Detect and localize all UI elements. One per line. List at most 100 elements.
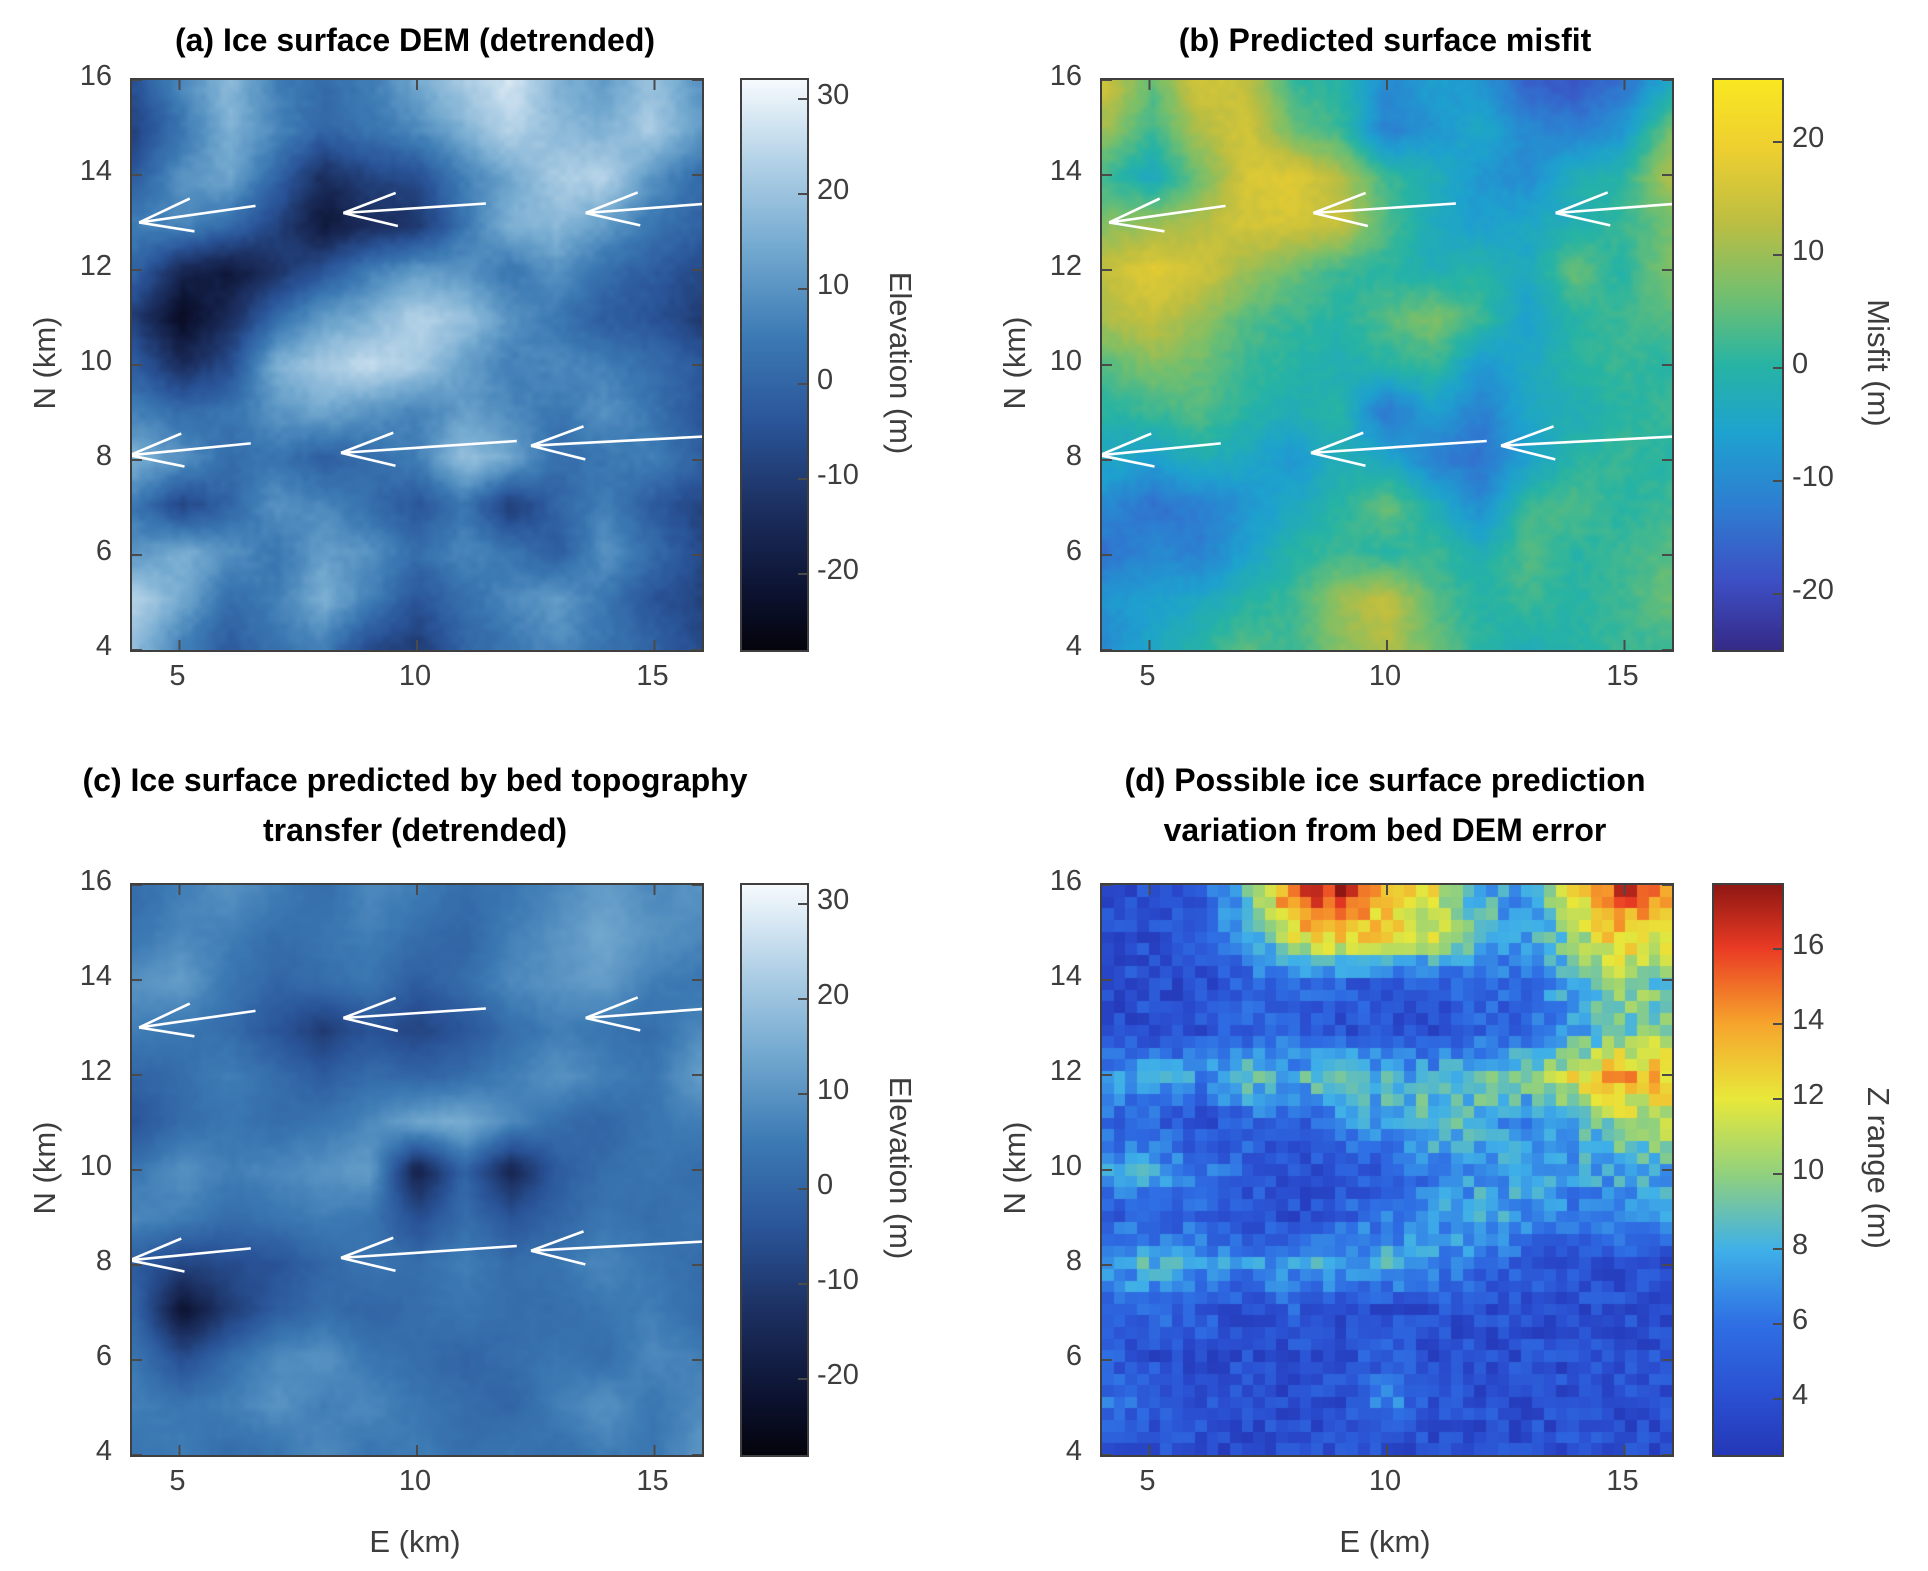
colorbar-tick-mark (1773, 1397, 1782, 1400)
x-tick-label: 10 (398, 660, 432, 692)
y-tick-label: 4 (1065, 1435, 1082, 1467)
colorbar-b (1712, 78, 1784, 652)
colorbar-tick-mark (1773, 1172, 1782, 1175)
colorbar-tick-mark (798, 573, 807, 575)
colorbar-tick-label: 20 (817, 979, 850, 1011)
x-tick-label: 5 (169, 1465, 186, 1497)
panel-c-title: (c) Ice surface predicted by bed topogra… (82, 762, 748, 848)
colorbar-tick-mark (798, 193, 807, 195)
colorbar-tick-label: 10 (817, 269, 850, 301)
panel-d-xlabel: E (km) (1339, 1524, 1431, 1559)
colorbar-tick-label: 14 (1792, 1003, 1825, 1036)
x-tick-label: 5 (169, 660, 186, 692)
colorbar-tick-label: -10 (1792, 460, 1834, 493)
colorbar-tick-label: 0 (817, 364, 834, 396)
y-tick-label: 12 (79, 1055, 112, 1087)
colorbar-tick-mark (1773, 253, 1782, 256)
x-tick-label: 15 (1606, 660, 1639, 692)
y-tick-label: 10 (79, 345, 112, 377)
colorbar-tick-mark (1773, 1097, 1782, 1100)
panel-c-xlabel: E (km) (369, 1524, 461, 1559)
y-tick-label: 8 (95, 440, 112, 472)
colorbar-tick-label: -10 (817, 1264, 859, 1296)
colorbar-gradient-c (742, 885, 807, 1455)
y-tick-label: 16 (79, 865, 112, 897)
y-tick-label: 12 (79, 250, 112, 282)
colorbar-gradient-d (1714, 885, 1782, 1455)
y-tick-label: 8 (1065, 440, 1082, 472)
colorbar-tick-mark (798, 1093, 807, 1095)
colorbar-tick-mark (798, 478, 807, 480)
y-tick-label: 10 (1049, 345, 1082, 377)
colorbar-tick-mark (1773, 1022, 1782, 1025)
colorbar-tick-mark (798, 1188, 807, 1190)
y-tick-label: 14 (1049, 155, 1082, 187)
colorbar-tick-label: 10 (1792, 1153, 1825, 1186)
colorbar-tick-mark (798, 98, 807, 100)
y-tick-label: 14 (79, 155, 112, 187)
heatmap-canvas-a (132, 80, 702, 650)
heatmap-canvas-b (1102, 80, 1672, 650)
colorbar-tick-label: -20 (817, 1359, 859, 1391)
colorbar-tick-label: 16 (1792, 928, 1825, 961)
heatmap-canvas-c (132, 885, 702, 1455)
colorbar-tick-label: 30 (817, 79, 850, 111)
colorbar-tick-label: -20 (817, 554, 859, 586)
colorbar-gradient-b (1714, 80, 1782, 650)
colorbar-c (740, 883, 809, 1457)
colorbar-a (740, 78, 809, 652)
colorbar-tick-label: 8 (1792, 1228, 1809, 1261)
colorbar-tick-label: 20 (817, 174, 850, 206)
colorbar-tick-mark (798, 903, 807, 905)
x-tick-label: 5 (1139, 660, 1156, 692)
y-tick-label: 12 (1049, 250, 1082, 282)
colorbar-tick-label: 0 (817, 1169, 834, 1201)
x-tick-label: 15 (636, 660, 669, 692)
y-tick-label: 6 (95, 535, 112, 567)
x-tick-label: 10 (1368, 1465, 1402, 1497)
colorbar-tick-mark (1773, 141, 1782, 144)
panel-d-title: (d) Possible ice surface prediction vari… (1124, 762, 1646, 848)
y-tick-label: 4 (95, 1435, 112, 1467)
y-tick-label: 6 (1065, 535, 1082, 567)
y-tick-label: 8 (95, 1245, 112, 1277)
colorbar-tick-mark (1773, 1322, 1782, 1325)
panel-c-heatmap (130, 883, 704, 1457)
colorbar-tick-mark (798, 288, 807, 290)
y-tick-label: 4 (95, 630, 112, 662)
colorbar-tick-mark (1773, 366, 1782, 369)
colorbar-tick-label: 6 (1792, 1303, 1809, 1336)
panel-a-heatmap (130, 78, 704, 652)
y-tick-label: 14 (1049, 960, 1082, 992)
colorbar-tick-mark (798, 1283, 807, 1285)
colorbar-tick-label: 10 (817, 1074, 850, 1106)
y-tick-label: 8 (1065, 1245, 1082, 1277)
colorbar-tick-label: 0 (1792, 347, 1809, 380)
colorbar-d (1712, 883, 1784, 1457)
y-tick-label: 6 (1065, 1340, 1082, 1372)
y-tick-label: 10 (79, 1150, 112, 1182)
colorbar-tick-mark (1773, 947, 1782, 950)
colorbar-tick-mark (1773, 1247, 1782, 1250)
colorbar-tick-label: 10 (1792, 234, 1825, 267)
colorbar-tick-mark (798, 998, 807, 1000)
y-tick-label: 14 (79, 960, 112, 992)
colorbar-tick-label: -10 (817, 459, 859, 491)
colorbar-tick-label: 30 (817, 884, 850, 916)
y-tick-label: 4 (1065, 630, 1082, 662)
panel-d-heatmap (1100, 883, 1674, 1457)
colorbar-tick-mark (1773, 479, 1782, 482)
colorbar-tick-mark (1773, 592, 1782, 595)
colorbar-tick-label: -20 (1792, 573, 1834, 606)
x-tick-label: 15 (1606, 1465, 1639, 1497)
x-tick-label: 10 (398, 1465, 432, 1497)
panel-b-heatmap (1100, 78, 1674, 652)
x-tick-label: 15 (636, 1465, 669, 1497)
y-tick-label: 10 (1049, 1150, 1082, 1182)
y-tick-label: 6 (95, 1340, 112, 1372)
colorbar-tick-label: 12 (1792, 1078, 1825, 1111)
x-tick-label: 10 (1368, 660, 1402, 692)
colorbar-tick-mark (798, 1378, 807, 1380)
y-tick-label: 16 (79, 60, 112, 92)
